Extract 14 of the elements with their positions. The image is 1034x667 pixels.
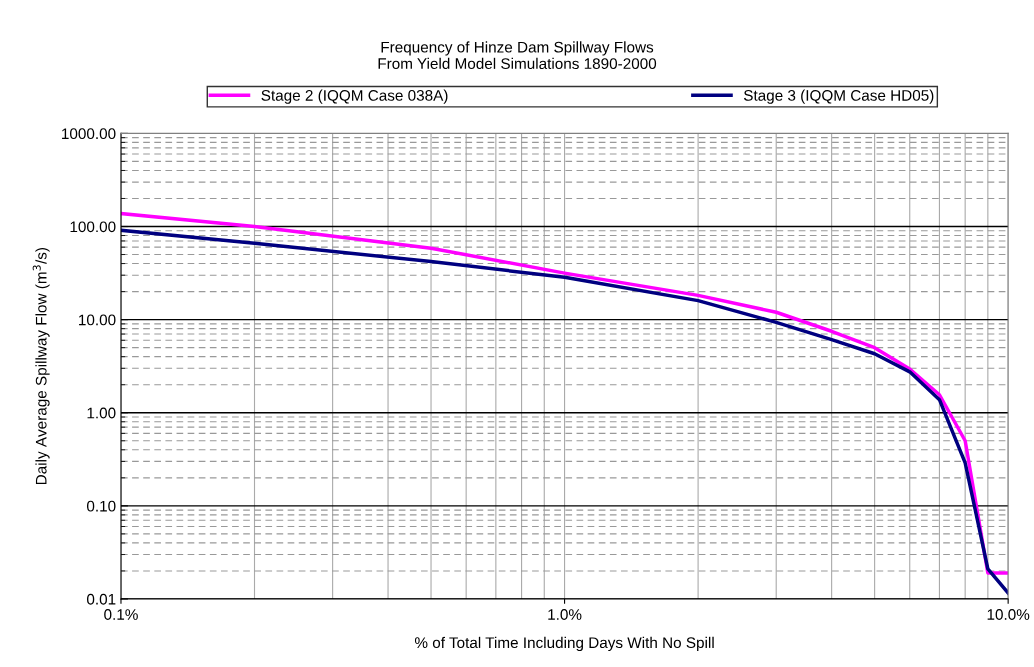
- y-axis-title: Daily Average Spillway Flow (m$^{3}$/s): [32, 248, 50, 485]
- y-tick-label: 10.00: [79, 314, 116, 326]
- y-tick-label: 0.01: [86, 593, 116, 605]
- y-tick-label: 100.00: [70, 221, 116, 233]
- chart-title: Frequency of Hinze Dam Spillway Flows From Yield Model Simulations 1890-2000: [378, 41, 657, 70]
- y-tick-label: 0.10: [86, 500, 116, 512]
- x-tick-label: 10.0%: [987, 609, 1030, 620]
- y-tick-label: 1000.00: [62, 128, 116, 140]
- x-tick-label: 1.0%: [548, 609, 582, 620]
- x-tick-label: 0.1%: [104, 609, 138, 620]
- legend-label: Stage 3 (IQQM Case HD05): [743, 89, 934, 104]
- legend-label: Stage 2 (IQQM Case 038A): [261, 89, 448, 104]
- x-axis-title: % of Total Time Including Days With No Spill: [414, 636, 714, 652]
- y-tick-label: 1.00: [87, 407, 116, 419]
